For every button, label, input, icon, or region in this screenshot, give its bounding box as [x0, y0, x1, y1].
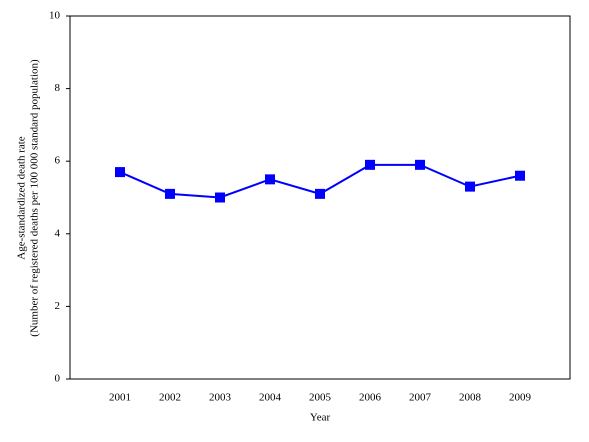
data-point — [465, 181, 475, 192]
y-tick-label: 0 — [55, 373, 61, 385]
data-point — [515, 170, 525, 181]
y-tick-label: 6 — [55, 155, 61, 167]
data-point — [415, 159, 425, 170]
x-tick-label: 2002 — [159, 392, 181, 404]
x-axis-label: Year — [310, 412, 331, 424]
x-tick-label: 2003 — [209, 392, 232, 404]
x-tick-label: 2001 — [109, 392, 131, 404]
x-tick-label: 2004 — [259, 392, 282, 404]
data-point — [315, 188, 325, 199]
y-tick-label: 4 — [55, 227, 61, 239]
data-point — [365, 159, 375, 170]
y-tick-label: 10 — [49, 10, 61, 22]
plot-frame — [69, 15, 571, 380]
data-point — [115, 167, 125, 178]
y-axis-label: (Number of registered deaths per 100 000… — [29, 59, 41, 337]
x-tick-label: 2009 — [509, 392, 532, 404]
data-point — [215, 192, 225, 203]
y-axis-label: Age-standardized death rate — [16, 136, 28, 259]
data-point — [165, 188, 175, 199]
x-tick-label: 2005 — [309, 392, 332, 404]
x-tick-label: 2007 — [409, 392, 432, 404]
y-tick-label: 2 — [55, 300, 61, 312]
data-point — [265, 174, 275, 185]
y-tick-label: 8 — [55, 82, 61, 94]
x-tick-label: 2008 — [459, 392, 482, 404]
x-tick-label: 2006 — [359, 392, 382, 404]
